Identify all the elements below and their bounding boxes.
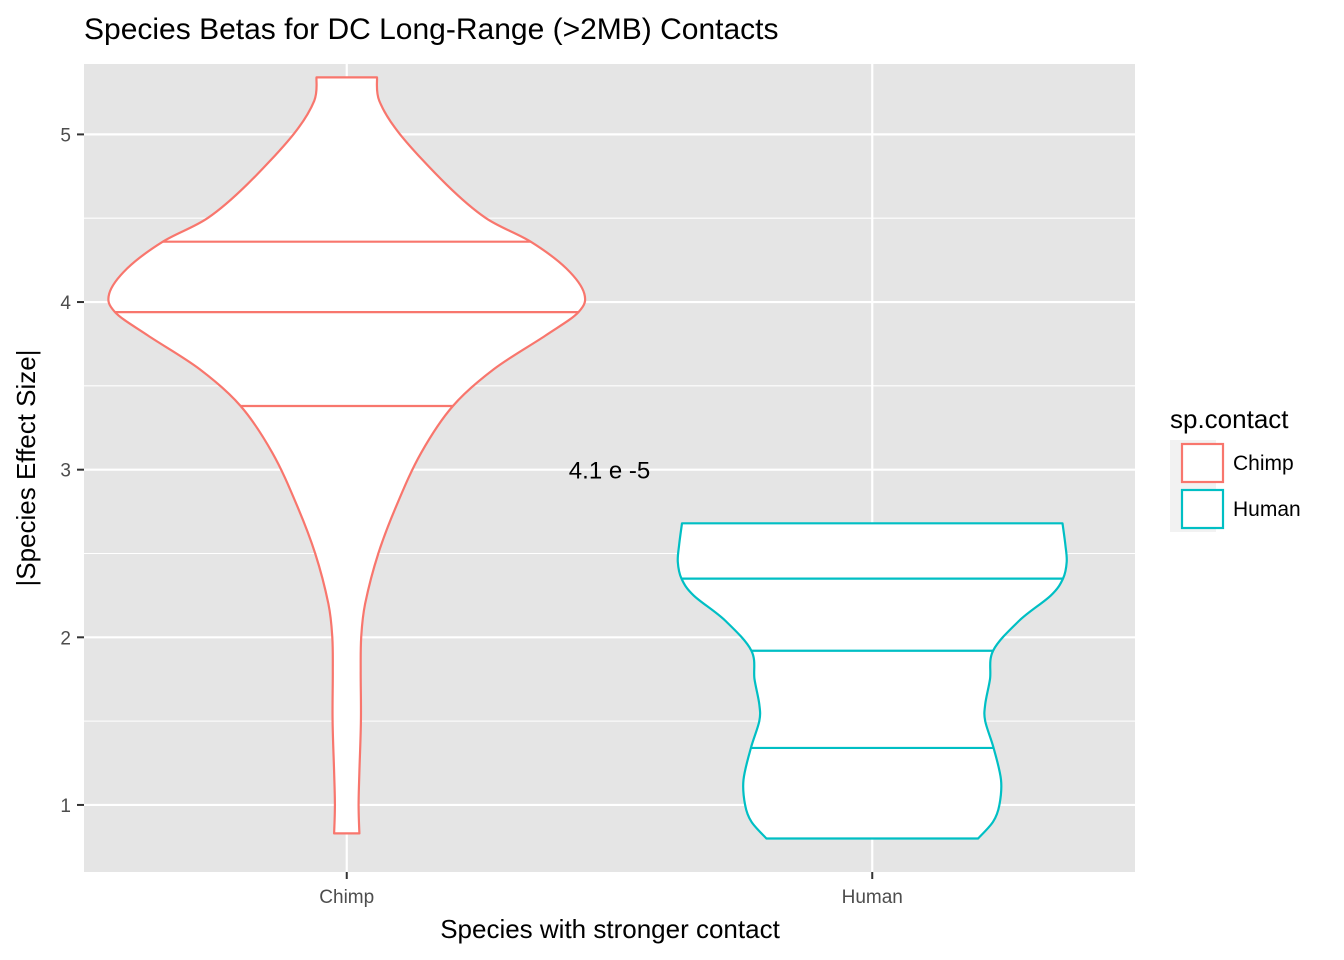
legend-key-swatch <box>1180 442 1225 484</box>
p-value-annotation: 4.1 e -5 <box>569 458 650 485</box>
legend-label: Human <box>1233 498 1301 521</box>
legend: sp.contact Chimp Human <box>1170 404 1301 532</box>
y-axis-title: |Species Effect Size| <box>11 349 41 586</box>
y-axis: 1 2 3 4 5 <box>60 125 84 817</box>
y-tick-label: 5 <box>60 125 71 146</box>
legend-key-swatch <box>1180 488 1225 530</box>
legend-label: Chimp <box>1233 452 1294 475</box>
violin-human <box>676 522 1068 840</box>
y-tick-label: 3 <box>60 461 71 482</box>
violin-chimp <box>107 76 587 835</box>
y-tick-label: 4 <box>60 293 71 314</box>
x-axis-title: Species with stronger contact <box>440 914 780 944</box>
violin-layer <box>107 76 1068 840</box>
x-axis: Chimp Human <box>319 872 903 908</box>
x-tick-label: Human <box>842 887 903 908</box>
y-tick-label: 2 <box>60 628 71 649</box>
y-tick-label: 1 <box>60 796 71 817</box>
x-tick-label: Chimp <box>319 887 374 908</box>
chart-title: Species Betas for DC Long-Range (>2MB) C… <box>84 13 779 46</box>
legend-title: sp.contact <box>1170 404 1289 434</box>
